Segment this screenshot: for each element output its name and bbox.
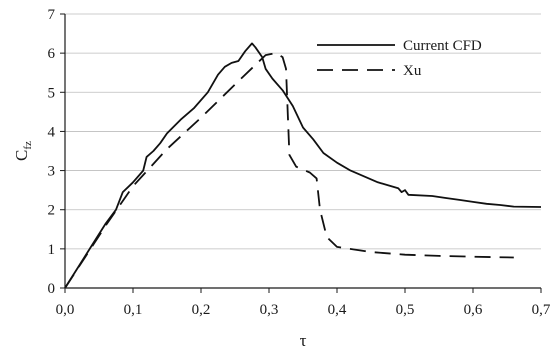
x-ticks: 0,0 0,1 0,2 0,3 0,4 0,5 0,6 0,7 [56, 288, 551, 318]
series-line-xu [64, 52, 514, 289]
y-tick-label: 2 [48, 203, 56, 219]
y-tick-label: 0 [48, 281, 56, 297]
x-tick-label: 0,1 [124, 302, 143, 318]
x-tick-label: 0,0 [56, 302, 75, 318]
y-tick-label: 7 [48, 7, 56, 23]
y-axis-label-subscript: fz [22, 141, 34, 150]
x-tick-label: 0,4 [328, 302, 347, 318]
y-ticks: 0 1 2 3 4 5 6 7 [48, 7, 65, 297]
axes [64, 14, 541, 289]
x-tick-label: 0,3 [260, 302, 279, 318]
legend-label-xu: Xu [403, 63, 422, 79]
y-tick-label: 1 [48, 242, 56, 258]
legend: Current CFD Xu [317, 38, 482, 79]
y-axis-label-main: C [12, 150, 31, 161]
series-line-current-cfd [64, 42, 542, 289]
x-tick-label: 0,6 [464, 302, 483, 318]
x-axis-label: τ [300, 331, 307, 350]
y-axis-label: Cfz [12, 141, 34, 161]
series-layer [64, 42, 542, 289]
grid-lines [65, 13, 541, 250]
x-tick-label: 0,7 [532, 302, 551, 318]
y-tick-label: 5 [48, 85, 56, 101]
y-tick-label: 6 [48, 46, 56, 62]
x-tick-label: 0,5 [396, 302, 415, 318]
y-tick-label: 3 [48, 164, 56, 180]
legend-label-current-cfd: Current CFD [403, 38, 482, 54]
y-tick-label: 4 [48, 124, 56, 140]
x-tick-label: 0,2 [192, 302, 211, 318]
